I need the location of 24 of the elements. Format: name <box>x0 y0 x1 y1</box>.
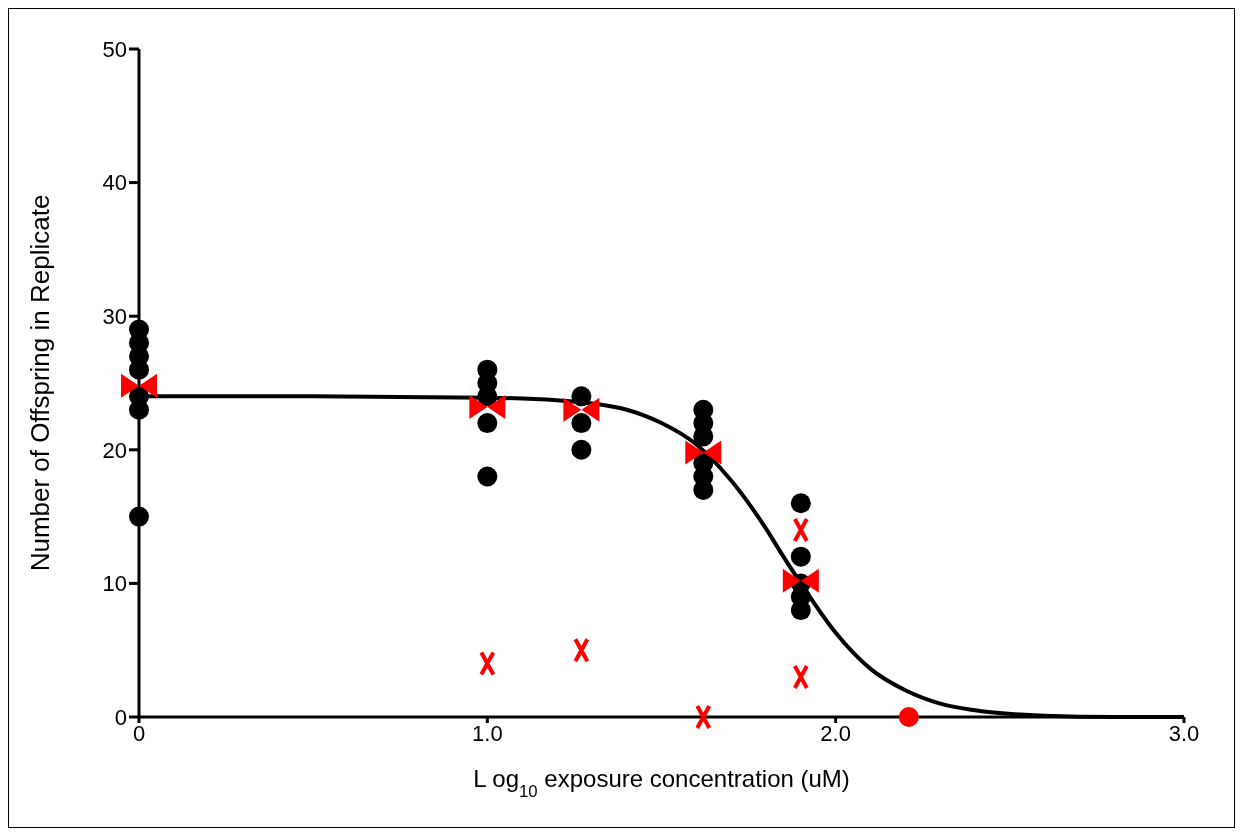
point <box>571 413 592 434</box>
y-axis-title: Number of Offspring in Replicate <box>25 194 55 572</box>
point <box>790 600 811 621</box>
x-axis-title: L og$_{10}$ exposure concentration (uM) <box>473 765 850 801</box>
point <box>790 493 811 514</box>
y-tick-label: 10 <box>102 571 127 597</box>
y-tick-label: 50 <box>102 36 127 62</box>
point <box>790 546 811 567</box>
point <box>898 707 919 727</box>
point <box>571 439 592 460</box>
x-tick-label: 0 <box>132 720 146 746</box>
point <box>477 466 498 487</box>
y-tick-label: 0 <box>114 704 127 730</box>
y-tick-label: 40 <box>102 170 127 196</box>
x-tick-label: 2.0 <box>820 720 851 746</box>
x-tick-label: 1.0 <box>472 720 503 746</box>
y-tick-label: 30 <box>102 304 127 330</box>
point <box>571 386 592 407</box>
x-tick-label: 3.0 <box>1168 720 1200 746</box>
y-tick-label: 20 <box>102 437 127 463</box>
point <box>693 426 714 447</box>
point <box>129 506 149 527</box>
point <box>477 413 498 434</box>
point <box>129 359 149 380</box>
